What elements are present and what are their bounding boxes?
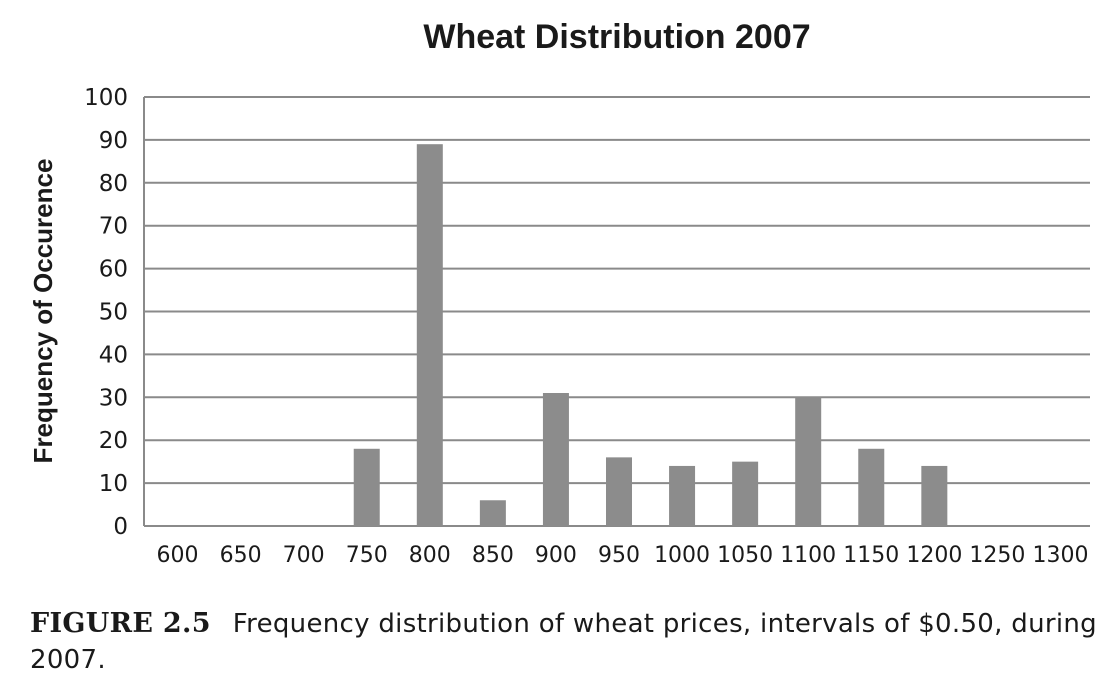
bar-1050	[732, 461, 759, 526]
figure-caption: FIGURE 2.5 Frequency distribution of whea…	[30, 606, 1105, 678]
y-axis-ticks: 0 10 20 30 40 50 60 70 80 90 100	[84, 85, 128, 540]
x-tick-label: 1000	[654, 543, 710, 568]
y-tick-label: 60	[99, 257, 128, 283]
y-tick-label: 10	[99, 471, 128, 497]
x-tick-label: 800	[409, 543, 451, 568]
x-tick-label: 650	[220, 543, 262, 568]
caption-text: Frequency distribution of wheat prices, …	[30, 609, 1097, 675]
x-tick-label: 1250	[969, 543, 1025, 568]
bar-900	[542, 393, 569, 526]
x-tick-label: 1300	[1032, 543, 1088, 568]
bar-850	[479, 500, 506, 526]
x-tick-label: 600	[157, 543, 199, 568]
bar-1100	[795, 397, 822, 526]
chart-title: Wheat Distribution 2007	[423, 18, 810, 56]
figure-label: FIGURE 2.5	[30, 608, 211, 639]
x-tick-label: 1050	[717, 543, 773, 568]
x-tick-label: 750	[346, 543, 388, 568]
y-tick-label: 70	[99, 214, 128, 240]
y-tick-label: 0	[113, 514, 128, 540]
bar-950	[606, 457, 632, 526]
y-tick-label: 40	[99, 342, 128, 368]
x-axis-ticks: 600 650 700 750 800 850 900 950 1000 1050 1100 1150…	[157, 543, 1089, 568]
bar-1200	[921, 465, 948, 526]
y-tick-label: 30	[99, 385, 128, 411]
y-tick-label: 80	[99, 171, 128, 197]
y-tick-label: 50	[99, 300, 128, 326]
x-tick-label: 1150	[843, 543, 899, 568]
bar-800	[416, 144, 443, 526]
y-axis-label: Frequency of Occurence	[28, 159, 58, 464]
x-tick-label: 850	[472, 543, 514, 568]
bars	[353, 144, 948, 526]
gridlines	[143, 96, 1090, 527]
bar-750	[353, 448, 380, 526]
x-tick-label: 950	[598, 543, 640, 568]
bar-1150	[858, 448, 885, 526]
y-tick-label: 100	[84, 85, 128, 111]
y-tick-label: 90	[99, 128, 128, 154]
wheat-distribution-chart: Wheat Distribution 2007 Frequency of Occ…	[28, 18, 1090, 568]
x-tick-label: 1200	[906, 543, 962, 568]
x-tick-label: 900	[535, 543, 577, 568]
bar-1000	[669, 465, 696, 526]
x-tick-label: 700	[283, 543, 325, 568]
y-tick-label: 20	[99, 428, 128, 454]
x-tick-label: 1100	[780, 543, 836, 568]
